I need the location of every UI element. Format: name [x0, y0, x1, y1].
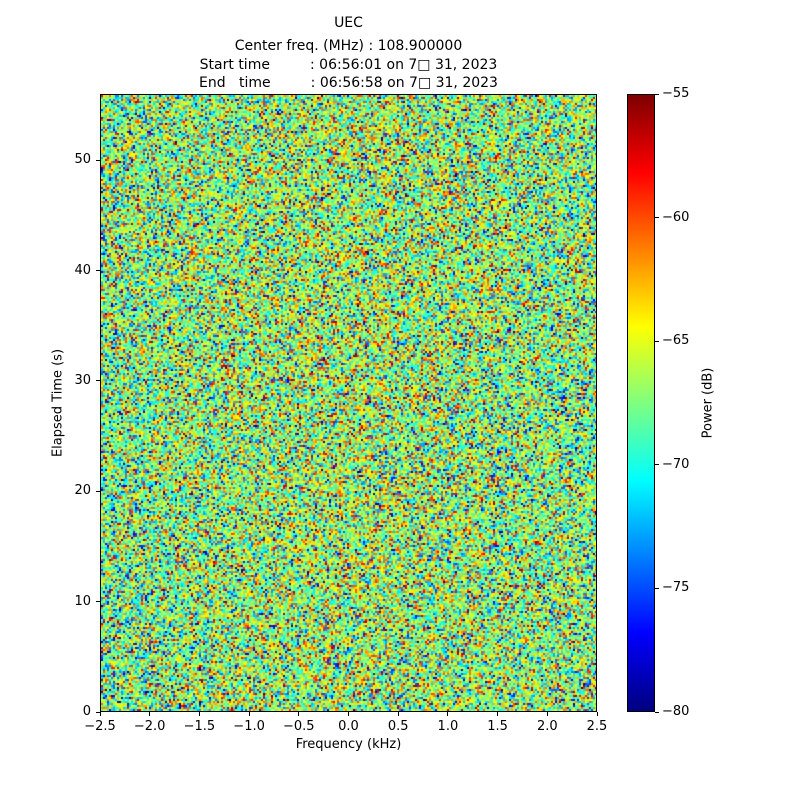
x-tick-label: 1.5 [487, 719, 508, 734]
x-tick-label: 1.0 [437, 719, 459, 734]
x-tick [497, 712, 499, 716]
y-axis-label: Elapsed Time (s) [50, 348, 66, 458]
x-tick-label: 0.0 [338, 719, 359, 734]
header-start-time: Start time : 06:56:01 on 7□ 31, 2023 [199, 57, 498, 73]
colorbar-tick-label: −70 [662, 456, 690, 472]
y-tick-label: 10 [74, 593, 91, 609]
x-tick-label: 2.0 [536, 719, 558, 734]
x-tick-label: −0.5 [283, 719, 315, 734]
x-tick [248, 712, 250, 716]
y-tick-label: 50 [74, 152, 91, 168]
x-tick-label: 0.5 [387, 719, 409, 734]
x-axis-label: Frequency (kHz) [295, 737, 402, 752]
colorbar-tick [655, 711, 659, 713]
colorbar [627, 94, 655, 712]
colorbar-gradient-canvas [628, 95, 654, 711]
colorbar-tick-label: −60 [662, 209, 690, 225]
x-tick [198, 712, 200, 716]
x-tick-label: −1.0 [233, 719, 265, 734]
colorbar-label: Power (dB) [700, 367, 716, 439]
colorbar-tick [655, 93, 659, 95]
x-tick-label: −1.5 [183, 719, 216, 734]
x-tick [298, 712, 300, 716]
x-tick [348, 712, 349, 716]
y-tick-label: 0 [82, 704, 91, 719]
heatmap-plot-area [100, 94, 597, 712]
colorbar-tick-label: −80 [662, 704, 690, 719]
x-tick [546, 712, 548, 716]
header-end-time: End time : 06:56:58 on 7□ 31, 2023 [199, 75, 498, 91]
spectrogram-heatmap-canvas [101, 95, 596, 711]
x-tick [397, 712, 399, 716]
colorbar-tick [655, 340, 659, 342]
x-tick-label: 2.5 [586, 719, 608, 734]
colorbar-tick-label: −75 [662, 580, 690, 596]
colorbar-tick [655, 217, 659, 219]
x-tick [447, 712, 449, 716]
x-tick-label: −2.5 [84, 719, 116, 734]
x-tick [149, 712, 151, 716]
colorbar-tick-label: −65 [662, 333, 690, 349]
y-tick-label: 20 [74, 483, 91, 499]
chart-title: UEC [334, 15, 363, 31]
x-tick [99, 712, 101, 716]
x-tick-label: −2.0 [133, 719, 166, 734]
colorbar-tick [655, 464, 659, 466]
x-tick [596, 712, 598, 716]
header-center-freq: Center freq. (MHz) : 108.900000 [234, 38, 463, 54]
colorbar-tick [655, 587, 659, 589]
y-tick-label: 40 [74, 262, 91, 278]
